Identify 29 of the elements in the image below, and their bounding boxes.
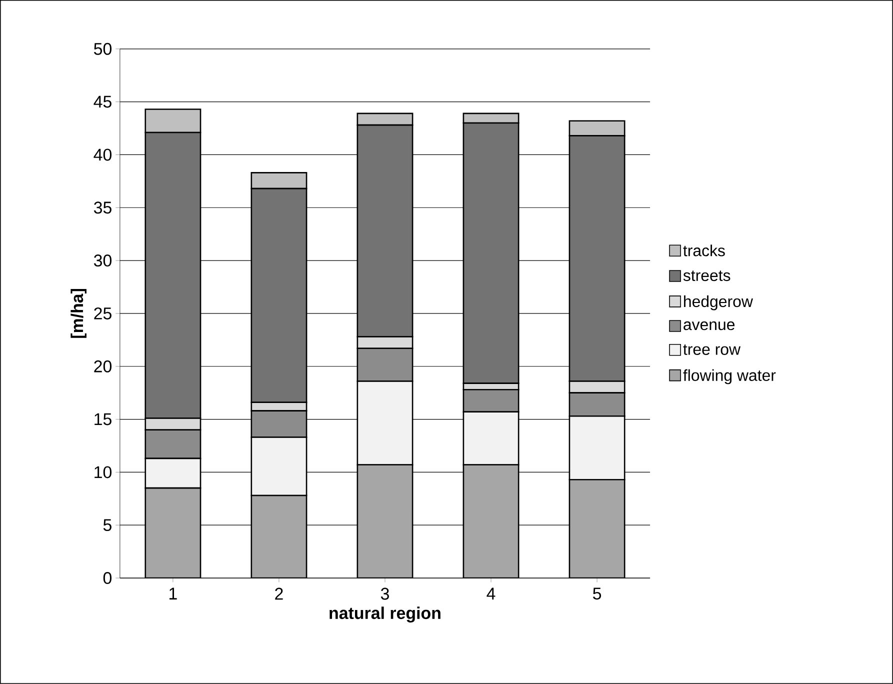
legend-label: tree row: [683, 344, 741, 355]
bar: [356, 464, 414, 578]
y-tick-label: 0: [103, 572, 112, 584]
legend-label: hedgerow: [684, 295, 753, 310]
x-tick-label: 4: [486, 588, 496, 600]
y-tick-label: 5: [103, 519, 112, 532]
y-tick-label: 15: [94, 413, 112, 426]
y-tick-label: 25: [94, 307, 112, 320]
legend-label: flowing water: [683, 369, 776, 384]
y-tick-label: 30: [94, 254, 112, 267]
legend-label: avenue: [684, 321, 735, 330]
x-tick-label: 1: [170, 588, 177, 600]
bar: [250, 494, 308, 578]
y-tick-label: 50: [94, 42, 112, 55]
y-tick-label: 35: [94, 202, 112, 214]
y-tick-label: 40: [94, 148, 112, 161]
bar: [144, 487, 202, 578]
legend-label: streets: [683, 270, 730, 282]
legend-label: tracks: [683, 244, 725, 256]
y-tick-label: 45: [94, 96, 112, 108]
y-axis-title: [m/ha]: [70, 289, 86, 338]
x-tick-label: 3: [380, 588, 389, 600]
x-axis-title: natural region: [330, 606, 440, 623]
bar: [462, 464, 520, 578]
bar: [568, 478, 626, 578]
x-tick-label: 2: [275, 588, 283, 600]
y-tick-label: 20: [94, 360, 112, 372]
x-tick-label: 5: [593, 588, 602, 600]
y-tick-label: 10: [94, 466, 112, 478]
